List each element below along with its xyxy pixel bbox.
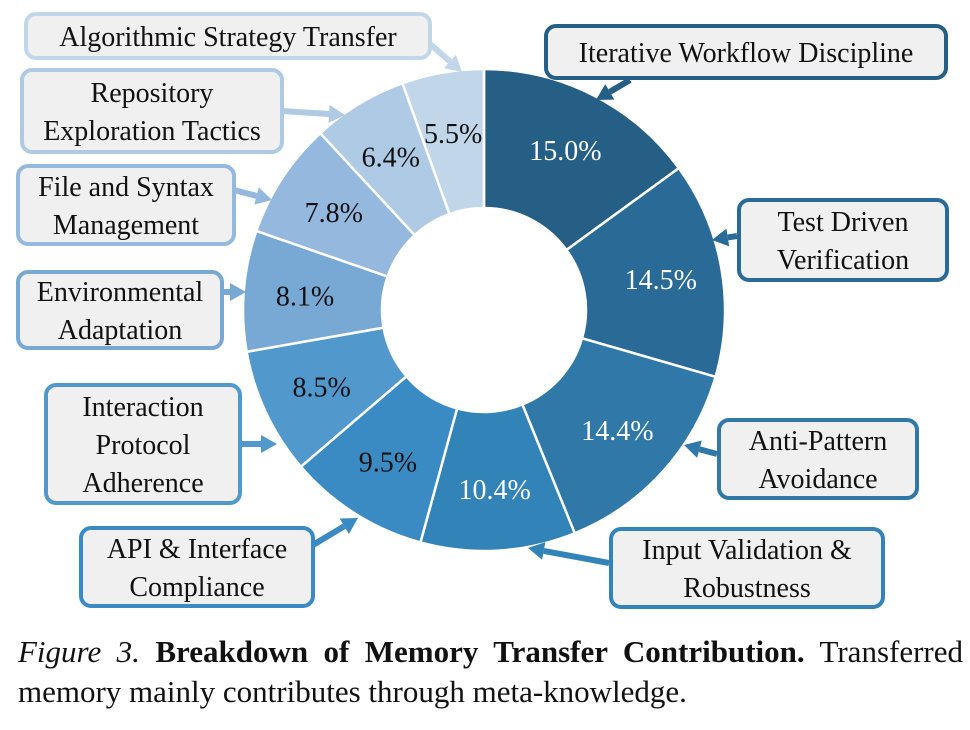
callout-box — [20, 68, 284, 154]
figure-caption: Figure 3. Breakdown of Memory Transfer C… — [18, 632, 963, 712]
callout-text: API & Interface — [107, 534, 287, 565]
callout-label: File and Syntax Management — [16, 164, 236, 246]
callout-box — [79, 526, 315, 608]
callout-box — [16, 270, 224, 350]
callout-text: Verification — [777, 245, 909, 276]
arrowhead-icon — [712, 228, 730, 247]
donut-slices: 15.0% 14.5% 14.4% 10.4% 9.5% 8.5% 8.1% 7.8% 6.4%… — [241, 67, 727, 553]
callout-text: Iterative Workflow Discipline — [579, 38, 914, 69]
callout-label: Input Validation & Robustness — [609, 527, 885, 609]
callout-text: File and Syntax — [38, 172, 214, 203]
arrowhead-icon — [230, 283, 246, 301]
callout-arrow-line — [698, 446, 718, 457]
arrowhead-icon — [328, 105, 345, 123]
slice-value-label: 7.8% — [305, 198, 363, 229]
arrowhead-icon — [444, 54, 462, 72]
donut-slice — [400, 67, 486, 216]
callout-text: Avoidance — [758, 464, 877, 495]
figure-title: Breakdown of Memory Transfer Contributio… — [155, 634, 805, 669]
callout-label: Repository Exploration Tactics — [20, 68, 284, 154]
callout-text: Test Driven — [777, 207, 908, 238]
callout-arrow-line — [311, 523, 346, 548]
callout-label: Anti-Pattern Avoidance — [717, 418, 919, 500]
arrowhead-icon — [684, 440, 702, 458]
slice-value-label: 14.5% — [625, 265, 697, 296]
callout-box — [737, 198, 949, 282]
callout-text: Protocol — [96, 430, 191, 461]
callout-arrow-line — [428, 41, 452, 64]
callout-text: Adherence — [82, 468, 203, 499]
slice-value-label: 10.4% — [459, 475, 531, 506]
arrowhead-icon — [254, 187, 272, 205]
callout-text: Environmental — [37, 277, 204, 308]
callout-text: Interaction — [82, 392, 203, 423]
callout-text: Input Validation & — [642, 535, 852, 566]
callout-text: Robustness — [683, 573, 811, 604]
callout-label: Algorithmic Strategy Transfer — [24, 12, 432, 60]
arrowhead-icon — [528, 542, 546, 560]
callout-label: Test Driven Verification — [737, 198, 949, 282]
arrowhead-icon — [339, 518, 358, 534]
callout-text: Adaptation — [58, 315, 182, 346]
arrowhead-icon — [261, 435, 277, 453]
donut-chart: 15.0% 14.5% 14.4% 10.4% 9.5% 8.5% 8.1% 7.8% 6.4%… — [16, 12, 949, 609]
slice-value-label: 6.4% — [362, 143, 420, 174]
slice-value-label: 9.5% — [359, 448, 417, 479]
callout-label: Environmental Adaptation — [16, 270, 224, 350]
donut-slice — [482, 67, 681, 252]
callout-label: API & Interface Compliance — [79, 526, 315, 608]
slice-value-label: 14.4% — [581, 416, 653, 447]
figure-label: Figure 3. — [18, 634, 140, 669]
callout-label: Iterative Workflow Discipline — [544, 24, 948, 80]
callout-text: Repository — [91, 78, 214, 109]
callout-label: Interaction Protocol Adherence — [44, 383, 242, 505]
callout-box — [24, 12, 432, 60]
callout-arrow-line — [543, 547, 610, 566]
slice-value-label: 15.0% — [529, 136, 601, 167]
callout-box — [16, 164, 236, 246]
donut-slice — [418, 402, 577, 553]
callout-box — [44, 383, 242, 505]
slice-value-label: 8.5% — [293, 373, 351, 404]
callout-box — [717, 418, 919, 500]
callout-text: Anti-Pattern — [749, 426, 887, 457]
callout-text: Management — [53, 210, 199, 241]
callout-arrow-line — [727, 233, 738, 241]
callout-text: Exploration Tactics — [43, 116, 261, 147]
callout-box — [609, 527, 885, 609]
callout-arrow-line — [233, 187, 258, 199]
slice-value-label: 5.5% — [424, 119, 482, 150]
callout-box — [544, 24, 948, 80]
figure-text: Transferred memory mainly contributes th… — [18, 634, 963, 709]
callout-text: Compliance — [129, 572, 264, 603]
callout-boxes: Iterative Workflow Discipline Test Driven… — [16, 12, 949, 609]
callout-arrow-line — [281, 108, 330, 117]
slice-value-label: 8.1% — [276, 282, 334, 313]
donut-slice — [520, 336, 718, 535]
arrowhead-icon — [596, 84, 615, 100]
donut-slice — [564, 166, 727, 379]
callout-arrow-line — [608, 77, 632, 95]
callout-arrows — [222, 41, 738, 566]
callout-text: Algorithmic Strategy Transfer — [59, 22, 397, 53]
